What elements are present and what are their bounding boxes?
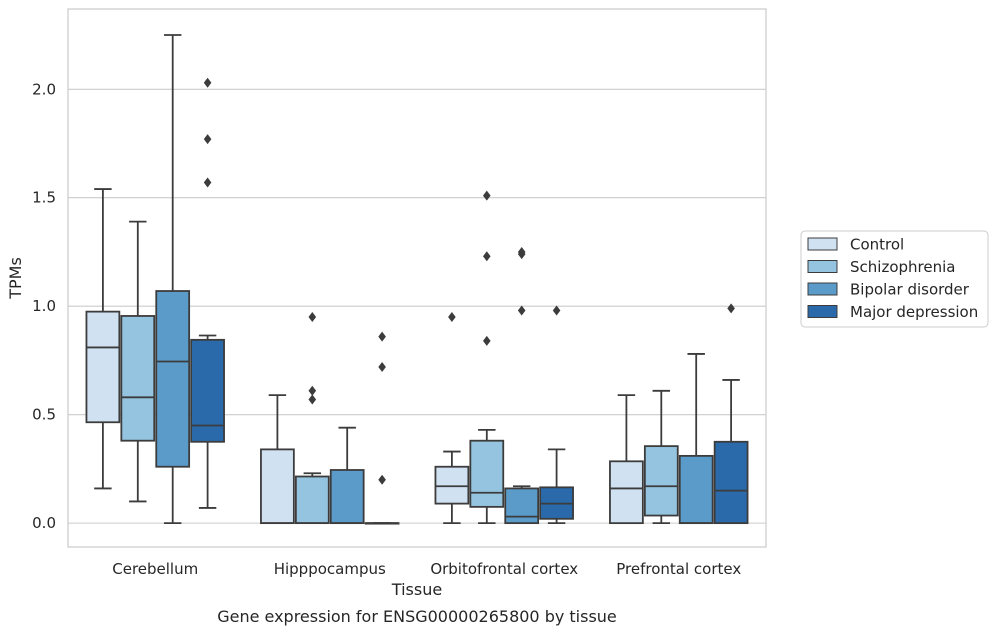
- box-2-1: [469, 190, 505, 525]
- outlier-point: [483, 190, 491, 201]
- box-3-2: [678, 353, 714, 525]
- legend-label: Schizophrenia: [850, 258, 955, 276]
- box-3-3: [713, 303, 749, 525]
- y-tick-label: 1.5: [32, 189, 56, 207]
- outlier-point: [203, 77, 212, 88]
- box-2-0: [434, 312, 470, 525]
- outlier-point: [483, 335, 491, 346]
- chart-caption: Gene expression for ENSG00000265800 by t…: [217, 607, 617, 626]
- box-body: [678, 454, 714, 525]
- legend-frame: [800, 230, 989, 328]
- box-1-3: [364, 331, 400, 525]
- box-body: [469, 439, 505, 508]
- y-tick-label: 1.0: [32, 297, 56, 315]
- box-2-3: [539, 305, 574, 525]
- box-body: [609, 460, 644, 525]
- box-1-1: [294, 312, 330, 525]
- box-body: [190, 338, 225, 443]
- box-body: [713, 440, 749, 525]
- plot-frame: [67, 8, 767, 548]
- outlier-point: [552, 305, 561, 316]
- box-0-0: [85, 188, 121, 490]
- outlier-point: [378, 331, 386, 342]
- box-body: [504, 487, 540, 525]
- x-tick-labels: Cerebellum Hipppocampus Orbitofrontal cort…: [112, 560, 741, 578]
- legend-label: Bipolar disorder: [850, 281, 970, 299]
- outlier-point: [203, 134, 212, 145]
- y-tick-label: 2.0: [32, 80, 56, 98]
- box-body: [120, 315, 156, 442]
- box-body: [260, 448, 295, 525]
- box-body: [434, 465, 470, 505]
- outlier-point: [308, 394, 317, 405]
- outlier-point: [448, 312, 456, 323]
- box-1-0: [260, 394, 295, 525]
- outlier-point: [203, 177, 212, 188]
- box-body: [294, 475, 330, 525]
- legend-swatch: [807, 237, 838, 251]
- box-1-2: [329, 426, 365, 525]
- y-tick-label: 0.5: [32, 406, 56, 424]
- box-body: [329, 469, 365, 525]
- legend-swatch: [807, 305, 838, 318]
- box-0-3: [190, 77, 225, 509]
- y-tick-labels: 0.0 0.5 1.0 1.5 2.0: [32, 80, 56, 532]
- legend-swatch: [807, 260, 838, 273]
- legend-label: Major depression: [850, 303, 978, 321]
- box-0-2: [155, 34, 191, 525]
- box-3-1: [643, 389, 679, 525]
- outlier-point: [517, 305, 526, 316]
- legend-label: Control: [850, 236, 904, 254]
- outlier-point: [308, 385, 317, 396]
- y-tick-label: 0.0: [32, 514, 56, 532]
- x-tick-label: Cerebellum: [112, 560, 198, 578]
- y-axis-title: TPMs: [6, 257, 25, 300]
- box-body: [85, 310, 121, 424]
- legend-swatch: [807, 282, 838, 296]
- box-body: [155, 290, 191, 468]
- legend: Control Schizophrenia Bipolar disorder Majo…: [800, 230, 989, 328]
- outlier-point: [727, 303, 735, 314]
- outlier-point: [378, 361, 386, 372]
- outlier-point: [483, 251, 491, 262]
- box-2-2: [504, 246, 540, 525]
- x-tick-label: Prefrontal cortex: [616, 560, 741, 578]
- outlier-point: [378, 474, 386, 485]
- outlier-point: [308, 312, 317, 323]
- outlier-point: [517, 246, 526, 257]
- box-0-1: [120, 220, 156, 503]
- box-3-0: [609, 394, 644, 525]
- box-body: [643, 445, 679, 517]
- x-tick-label: Orbitofrontal cortex: [430, 560, 578, 578]
- x-axis-title: Tissue: [391, 580, 442, 599]
- x-tick-label: Hipppocampus: [274, 560, 386, 578]
- boxes: [85, 34, 749, 525]
